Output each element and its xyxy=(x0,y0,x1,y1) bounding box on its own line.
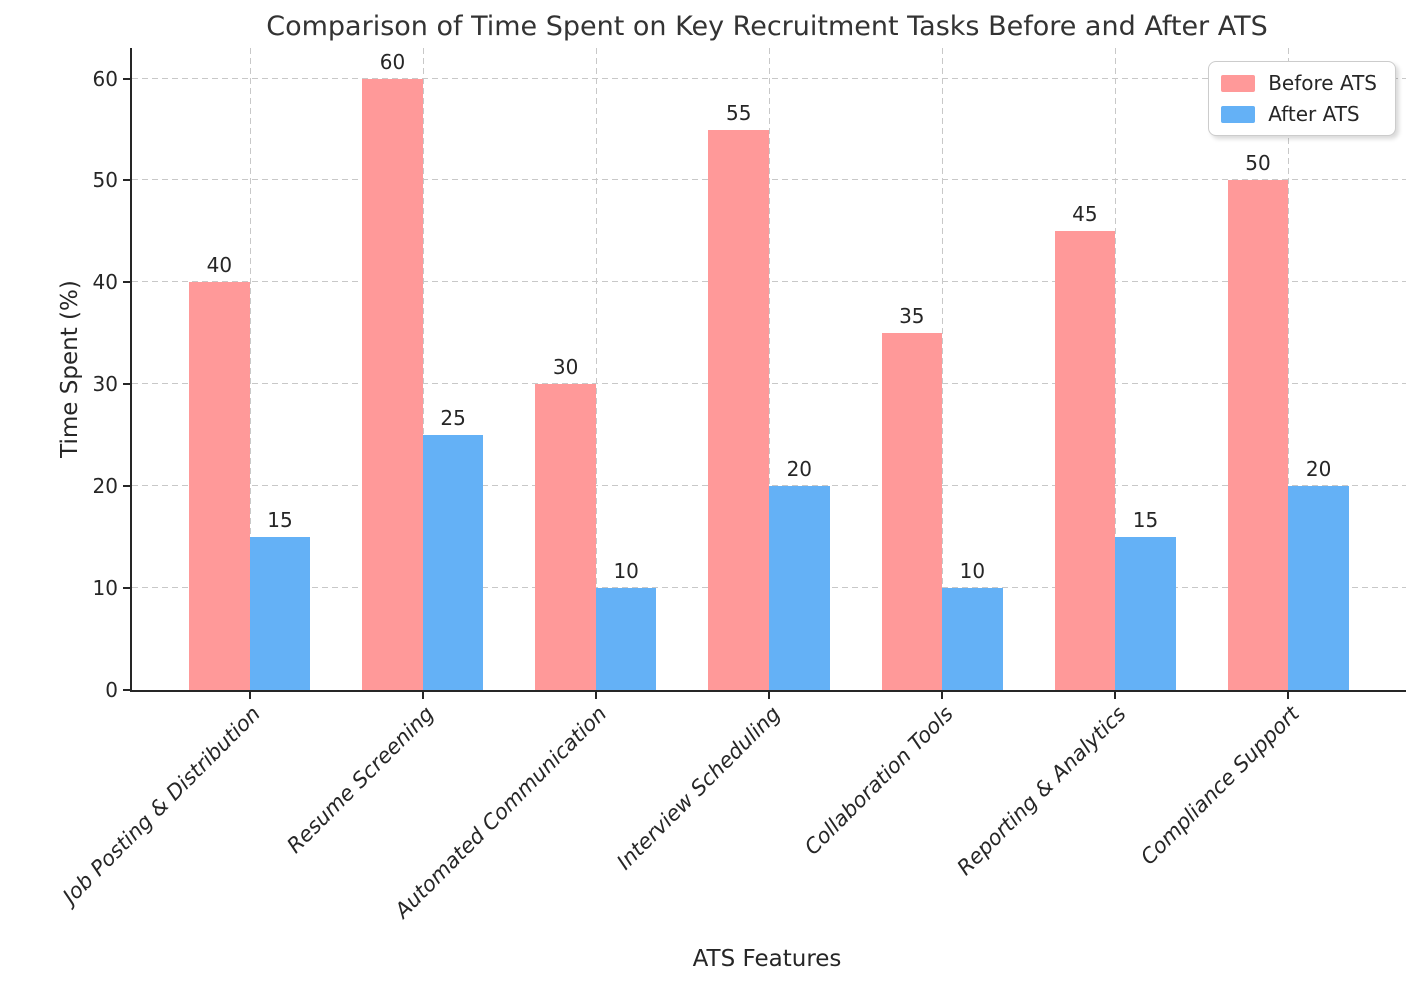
legend: Before ATS After ATS xyxy=(1208,61,1396,136)
bar-value-label: 20 xyxy=(1305,457,1332,482)
bar-value-label: 10 xyxy=(959,559,986,584)
y-tick-label: 40 xyxy=(92,270,118,295)
bar-after-ats xyxy=(249,537,311,690)
bar-value-label: 10 xyxy=(613,559,639,584)
x-gridline xyxy=(595,48,597,690)
y-tick xyxy=(123,383,132,386)
chart-title: Comparison of Time Spent on Key Recruitm… xyxy=(266,11,1268,42)
bar-value-label: 50 xyxy=(1245,151,1271,176)
bar-after-ats xyxy=(595,588,657,690)
y-tick xyxy=(123,485,132,488)
plot-area: 0 10 20 30 40 50 60 Job Posting & Distribution R… xyxy=(58,48,1406,923)
x-tick-label: Automated Communication xyxy=(390,701,612,923)
x-tick-label: Interview Scheduling xyxy=(611,701,785,875)
x-axis-title: ATS Features xyxy=(692,946,842,972)
x-tick xyxy=(941,690,944,699)
y-tick-label: 20 xyxy=(92,474,118,499)
y-tick xyxy=(123,281,132,284)
y-tick-label: 60 xyxy=(92,66,118,91)
bar-before-ats xyxy=(535,384,596,690)
x-gridline xyxy=(942,48,944,690)
bar-before-ats xyxy=(881,333,943,690)
x-gridline xyxy=(1288,48,1290,690)
legend-label: Before ATS xyxy=(1268,71,1377,95)
x-gridline xyxy=(769,48,770,690)
bar-after-ats xyxy=(769,486,830,690)
bar-after-ats xyxy=(942,588,1003,690)
y-tick-label: 30 xyxy=(92,372,118,397)
y-tick xyxy=(123,77,132,80)
legend-item: Before ATS xyxy=(1221,72,1377,94)
y-tick-label: 10 xyxy=(92,576,118,601)
x-tick xyxy=(768,690,770,699)
bar-after-ats xyxy=(422,435,484,690)
legend-item: After ATS xyxy=(1221,103,1377,125)
bar-value-label: 55 xyxy=(725,100,752,125)
x-tick xyxy=(1114,690,1117,699)
y-tick-label: 0 xyxy=(105,678,118,702)
x-tick xyxy=(421,690,424,699)
x-tick-label: Collaboration Tools xyxy=(799,701,958,860)
bar-value-label: 20 xyxy=(786,457,813,482)
x-tick-label: Resume Screening xyxy=(282,701,439,858)
x-tick-label: Compliance Support xyxy=(1136,701,1304,870)
y-tick xyxy=(123,179,132,182)
y-tick xyxy=(123,587,132,590)
y-axis-title: Time Spent (%) xyxy=(57,280,83,458)
bar-before-ats xyxy=(708,129,769,690)
bar-after-ats xyxy=(1115,537,1176,690)
x-gridline xyxy=(249,48,251,690)
x-gridline xyxy=(1115,48,1117,690)
x-tick-label: Reporting & Analytics xyxy=(952,701,1131,880)
y-tick-label: 50 xyxy=(92,168,118,193)
bar-value-label: 40 xyxy=(206,253,233,278)
bar-before-ats xyxy=(362,78,423,690)
bar-before-ats xyxy=(1227,180,1289,690)
bar-value-label: 45 xyxy=(1072,202,1098,227)
bar-value-label: 30 xyxy=(552,355,579,380)
bar-before-ats xyxy=(189,282,250,690)
bar-value-label: 15 xyxy=(267,508,293,533)
legend-swatch-after-ats xyxy=(1221,105,1256,123)
x-tick xyxy=(248,690,251,699)
bar-value-label: 25 xyxy=(440,406,466,431)
x-tick xyxy=(594,690,597,699)
bar-before-ats xyxy=(1054,231,1116,690)
bar-value-label: 15 xyxy=(1132,508,1159,533)
bar-after-ats xyxy=(1288,486,1349,690)
x-tick-label: Job Posting & Distribution xyxy=(58,701,266,909)
y-tick xyxy=(123,689,132,691)
x-gridline xyxy=(422,48,424,690)
x-tick xyxy=(1287,690,1290,699)
legend-label: After ATS xyxy=(1268,102,1360,126)
legend-swatch-before-ats xyxy=(1221,74,1256,92)
bar-value-label: 60 xyxy=(379,49,406,74)
bar-value-label: 35 xyxy=(899,304,925,329)
